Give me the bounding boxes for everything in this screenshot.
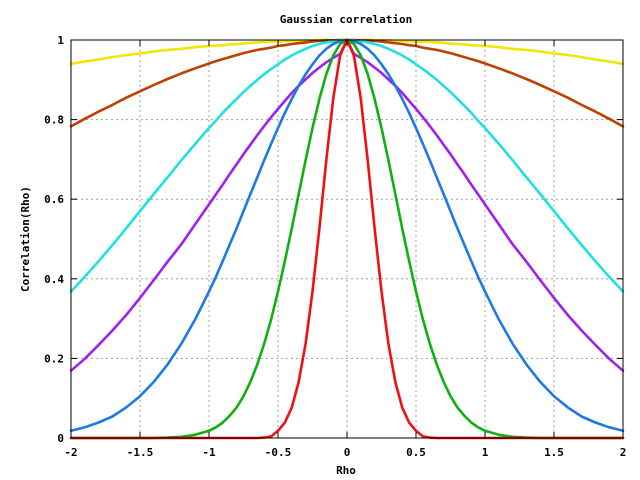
y-tick-label: 0.4 — [44, 273, 64, 286]
x-tick-label: -1 — [202, 446, 216, 459]
tick-marks — [70, 39, 624, 439]
grid-lines — [71, 40, 623, 438]
x-tick-label: -0.5 — [265, 446, 292, 459]
x-tick-label: 0.5 — [406, 446, 426, 459]
y-axis-label: Correlation(Rho) — [19, 186, 32, 292]
x-tick-label: -1.5 — [127, 446, 154, 459]
y-tick-label: 1 — [57, 34, 64, 47]
tick-labels: -2 -1.5 -1 -0.5 0 0.5 1 1.5 2 0 0.2 0.4 0.6 0.8 1 — [44, 34, 626, 459]
chart-title: Gaussian correlation — [280, 13, 412, 26]
x-axis-label: Rho — [336, 464, 356, 477]
x-tick-label: 1.5 — [544, 446, 564, 459]
y-tick-label: 0.6 — [44, 193, 64, 206]
x-tick-label: 0 — [344, 446, 351, 459]
x-tick-label: 2 — [620, 446, 627, 459]
y-tick-label: 0 — [57, 432, 64, 445]
x-tick-label: -2 — [64, 446, 77, 459]
x-tick-label: 1 — [482, 446, 489, 459]
y-tick-label: 0.2 — [44, 352, 64, 365]
y-tick-label: 0.8 — [44, 114, 64, 127]
